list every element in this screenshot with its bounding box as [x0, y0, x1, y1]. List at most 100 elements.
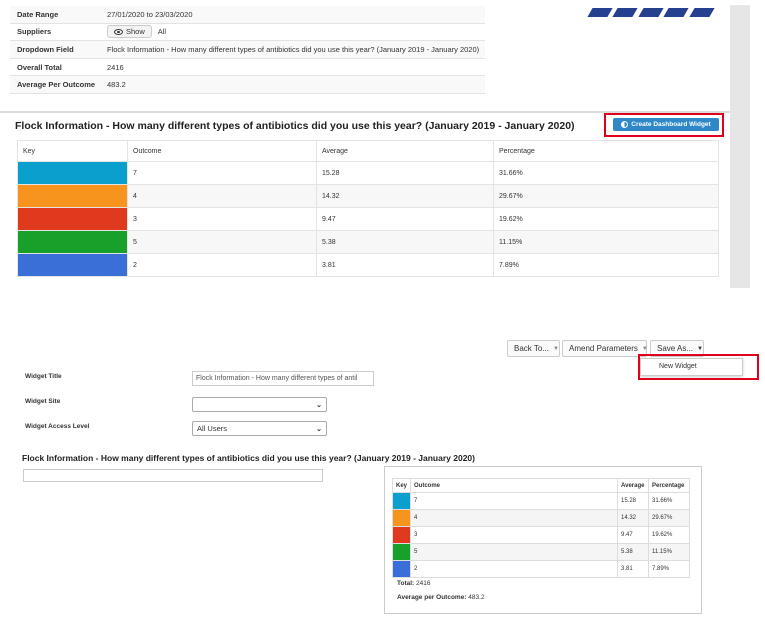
show-button-label: Show	[126, 27, 145, 37]
amend-parameters-label: Amend Parameters	[569, 344, 638, 353]
widget-total: Total: 2416	[397, 580, 431, 587]
summary-row-suppliers: Suppliers Show All	[10, 23, 485, 42]
summary-table: Date Range 27/01/2020 to 23/03/2020 Supp…	[10, 6, 485, 94]
column-header: Outcome	[127, 140, 317, 162]
caret-down-icon: ▼	[552, 345, 559, 352]
menu-item-new-widget[interactable]: New Widget	[659, 363, 697, 370]
color-swatch	[393, 510, 410, 526]
table-row: 2 3.81 7.89%	[17, 253, 719, 277]
percentage-cell: 19.62%	[493, 207, 719, 231]
table-header-row: Key Outcome Average Percentage	[17, 140, 719, 162]
summary-value: 2416	[107, 62, 124, 72]
percentage-cell: 11.15%	[493, 230, 719, 254]
amend-parameters-button[interactable]: Amend Parameters ▼	[562, 340, 648, 357]
column-header: Key	[17, 140, 128, 162]
widget-title-input[interactable]: Flock Information - How many different t…	[192, 371, 374, 386]
summary-row-overall-total: Overall Total 2416	[10, 58, 485, 77]
outcome-cell: 7	[127, 161, 317, 185]
outcome-cell: 5	[410, 543, 618, 561]
back-to-button[interactable]: Back To... ▼	[507, 340, 560, 357]
key-color-cell	[17, 161, 128, 185]
average-cell: 9.47	[316, 207, 494, 231]
caret-down-icon: ▼	[641, 345, 648, 352]
eye-icon	[114, 28, 123, 35]
average-cell: 14.32	[617, 509, 649, 527]
percentage-cell: 29.67%	[493, 184, 719, 208]
show-suppliers-button[interactable]: Show	[107, 25, 152, 39]
summary-value: Flock Information - How many different t…	[107, 44, 480, 54]
key-color-cell	[392, 560, 411, 578]
summary-row-date-range: Date Range 27/01/2020 to 23/03/2020	[10, 6, 485, 24]
save-as-label: Save As...	[657, 344, 694, 353]
summary-value: 27/01/2020 to 23/03/2020	[107, 9, 193, 19]
color-swatch	[393, 527, 410, 543]
table-row: 4 14.32 29.67%	[392, 509, 690, 527]
key-color-cell	[392, 492, 411, 510]
column-header: Percentage	[648, 478, 690, 493]
color-swatch	[393, 544, 410, 560]
table-row: 7 15.28 31.66%	[392, 492, 690, 510]
preview-title-input[interactable]	[23, 469, 323, 482]
widget-preview-card: Key Outcome Average Percentage 7 15.28 31.…	[384, 466, 702, 614]
column-header: Average	[316, 140, 494, 162]
side-scrollbar[interactable]	[730, 5, 750, 288]
outcome-cell: 7	[410, 492, 618, 510]
create-dashboard-widget-button[interactable]: Create Dashboard Widget	[613, 118, 719, 131]
average-cell: 5.38	[617, 543, 649, 561]
percentage-cell: 31.66%	[648, 492, 690, 510]
summary-value: All	[157, 27, 167, 37]
table-row: 3 9.47 19.62%	[392, 526, 690, 544]
summary-label: Suppliers	[17, 27, 52, 37]
outcome-table: Key Outcome Average Percentage 7 15.28 31.…	[17, 140, 719, 277]
table-row: 5 5.38 11.15%	[17, 230, 719, 254]
outcome-cell: 4	[410, 509, 618, 527]
save-as-button[interactable]: Save As... ▼	[650, 340, 704, 357]
table-row: 3 9.47 19.62%	[17, 207, 719, 231]
key-color-cell	[17, 230, 128, 254]
widget-average: Average per Outcome: 483.2	[397, 594, 485, 601]
percentage-cell: 29.67%	[648, 509, 690, 527]
average-cell: 9.47	[617, 526, 649, 544]
divider	[0, 111, 730, 113]
color-swatch	[18, 231, 127, 253]
widget-site-select[interactable]: ⌄	[192, 397, 327, 412]
key-color-cell	[392, 543, 411, 561]
back-to-label: Back To...	[514, 344, 549, 353]
column-header: Key	[392, 478, 411, 493]
outcome-cell: 3	[127, 207, 317, 231]
color-swatch	[18, 185, 127, 207]
color-swatch	[18, 208, 127, 230]
chevron-down-icon: ⌄	[316, 401, 322, 409]
average-cell: 3.81	[316, 253, 494, 277]
average-cell: 15.28	[617, 492, 649, 510]
column-header: Outcome	[410, 478, 618, 493]
key-color-cell	[17, 207, 128, 231]
key-color-cell	[392, 509, 411, 527]
widget-preview-table: Key Outcome Average Percentage 7 15.28 31.…	[392, 478, 690, 578]
column-header: Percentage	[493, 140, 719, 162]
highlight-annotation	[604, 113, 724, 137]
percentage-cell: 31.66%	[493, 161, 719, 185]
chevron-down-icon: ⌄	[316, 425, 322, 433]
widget-access-select[interactable]: All Users ⌄	[192, 421, 327, 436]
column-header: Average	[617, 478, 649, 493]
save-as-menu: New Widget	[640, 358, 743, 376]
widget-access-label: Widget Access Level	[25, 423, 90, 430]
outcome-cell: 5	[127, 230, 317, 254]
outcome-cell: 3	[410, 526, 618, 544]
average-value: 483.2	[468, 594, 485, 601]
average-cell: 5.38	[316, 230, 494, 254]
color-swatch	[393, 493, 410, 509]
highlight-annotation	[638, 354, 759, 380]
percentage-cell: 7.89%	[648, 560, 690, 578]
summary-value: 483.2	[107, 80, 126, 90]
pie-chart-icon	[621, 121, 629, 128]
table-row: 2 3.81 7.89%	[392, 560, 690, 578]
average-cell: 15.28	[316, 161, 494, 185]
summary-row-dropdown-field: Dropdown Field Flock Information - How m…	[10, 41, 485, 59]
table-row: 7 15.28 31.66%	[17, 161, 719, 185]
table-row: 4 14.32 29.67%	[17, 184, 719, 208]
report-title: Flock Information - How many different t…	[15, 120, 575, 132]
table-header-row: Key Outcome Average Percentage	[392, 478, 690, 493]
summary-label: Date Range	[17, 9, 59, 19]
